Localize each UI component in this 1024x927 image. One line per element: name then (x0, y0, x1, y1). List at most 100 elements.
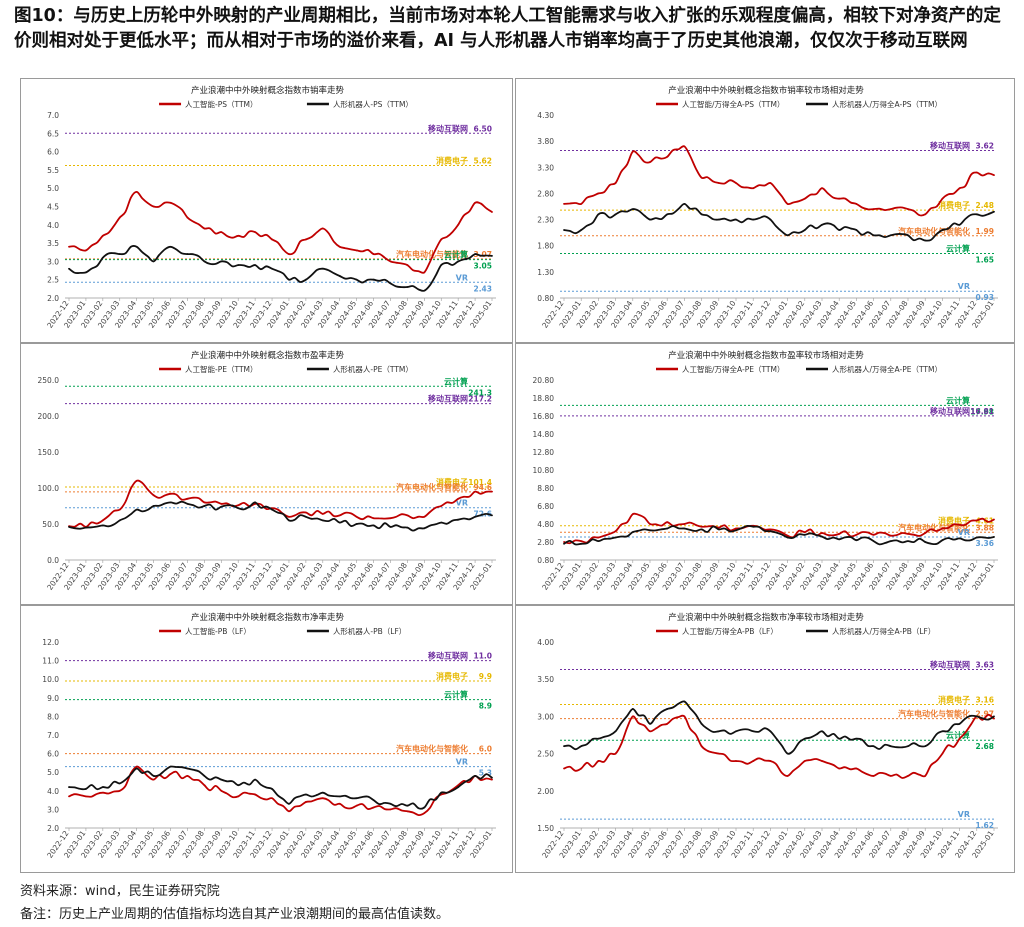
ref-label: VR (456, 758, 468, 767)
data-point (85, 271, 87, 274)
data-point (614, 182, 617, 184)
data-point (118, 789, 121, 792)
data-point (786, 775, 789, 777)
ref-value: 4.61 (975, 517, 994, 526)
ref-value: 101.4 (468, 478, 492, 487)
ref-label: 消费电子 (938, 200, 970, 210)
data-point (993, 715, 995, 718)
footnote: 备注：历史上产业周期的估值指标均选自其产业浪潮期间的最高估值读数。 (20, 907, 450, 922)
data-point (924, 745, 927, 748)
data-point (752, 760, 755, 762)
data-point (580, 540, 583, 542)
data-point (958, 187, 961, 190)
data-point (152, 778, 155, 781)
legend-label-1: 人工智能/万得全A-PS（TTM） (682, 99, 784, 109)
data-point (118, 508, 121, 511)
data-point (631, 531, 634, 533)
data-point (406, 286, 409, 288)
data-point (597, 540, 600, 542)
source-note: 资料来源：wind，民生证券研究院 (20, 884, 220, 899)
data-point (423, 289, 426, 292)
data-point (838, 197, 841, 200)
chart-panel-pe-relative: 产业浪潮中中外映射概念指数市盈率较市场相对走势 人工智能/万得全A-PE（TTM）… (515, 343, 1015, 605)
data-point (169, 765, 172, 768)
y-tick-label: 1.80 (537, 242, 554, 251)
data-point (271, 797, 273, 800)
data-point (338, 514, 341, 517)
chart-panel-pb: 产业浪潮中中外映射概念指数市净率走势 人工智能-PB（LF） 人形机器人-PB（LF… (20, 605, 513, 873)
data-point (186, 775, 189, 777)
data-point (838, 533, 841, 535)
data-point (803, 533, 806, 536)
data-point (389, 525, 392, 528)
legend-label-2: 人形机器人-PB（LF） (333, 626, 406, 636)
y-tick-label: 10.0 (42, 675, 59, 684)
ref-value: 241.3 (468, 388, 492, 397)
data-point (700, 722, 703, 725)
ref-label: 移动互联网 (930, 406, 970, 416)
data-point (118, 782, 121, 785)
data-point (666, 213, 669, 216)
data-point (389, 260, 392, 263)
data-point (769, 528, 772, 531)
data-point (186, 497, 189, 500)
data-point (924, 532, 927, 534)
data-point (389, 282, 392, 285)
y-tick-label: 1.30 (537, 268, 554, 277)
data-point (597, 737, 600, 740)
data-point (423, 271, 426, 274)
legend-label-2: 人形机器人/万得全A-PS（TTM） (832, 99, 942, 109)
data-point (288, 278, 290, 281)
ref-value: 2.48 (975, 201, 994, 210)
data-point (68, 267, 70, 270)
chart-panel-ps: 产业浪潮中中外映射概念指数市销率走势 人工智能-PS（TTM） 人形机器人-PS（T… (20, 78, 513, 343)
data-point (457, 786, 460, 788)
y-tick-label: 3.80 (537, 137, 554, 146)
y-tick-label: 250.0 (38, 376, 60, 385)
y-tick-label: 4.30 (537, 111, 554, 120)
ref-label: 汽车电动化与智能化 (396, 249, 468, 259)
data-point (237, 507, 240, 510)
data-point (666, 521, 669, 524)
data-point (152, 260, 155, 263)
data-point (118, 253, 121, 255)
ref-value: 217.2 (468, 395, 492, 404)
data-point (941, 229, 944, 231)
data-point (491, 255, 493, 257)
data-point (440, 238, 443, 241)
data-point (254, 231, 257, 234)
data-point (457, 223, 460, 226)
data-point (993, 518, 995, 521)
y-tick-label: 4.00 (537, 638, 554, 647)
data-point (406, 804, 409, 807)
series-line-2 (563, 700, 995, 755)
chart-pe-relative: 产业浪潮中中外映射概念指数市盈率较市场相对走势人工智能/万得全A-PE（TTM）… (533, 350, 998, 592)
data-point (457, 260, 460, 263)
y-tick-label: 11.0 (42, 657, 59, 666)
data-point (355, 249, 358, 252)
y-tick-label: 2.0 (47, 294, 59, 303)
ref-value: 3.62 (975, 142, 994, 151)
data-point (491, 490, 493, 493)
data-point (666, 722, 669, 725)
data-point (614, 530, 617, 533)
ref-value: 1.62 (975, 821, 994, 830)
data-point (254, 264, 257, 266)
data-point (203, 775, 206, 777)
ref-label: 汽车电动化与智能化 (898, 226, 970, 236)
chart-title: 产业浪潮中中外映射概念指数市净率走势 (191, 612, 345, 623)
ref-value: 3.88 (975, 523, 994, 532)
data-point (769, 760, 772, 762)
ref-value: 6.0 (479, 745, 492, 754)
data-point (321, 267, 324, 270)
data-point (288, 253, 290, 255)
data-point (563, 542, 565, 545)
ref-value: 2.97 (975, 710, 994, 719)
data-point (700, 745, 703, 748)
data-point (821, 760, 823, 762)
data-point (271, 238, 273, 241)
ref-label: 消费电子 (938, 516, 970, 526)
data-point (389, 517, 392, 520)
